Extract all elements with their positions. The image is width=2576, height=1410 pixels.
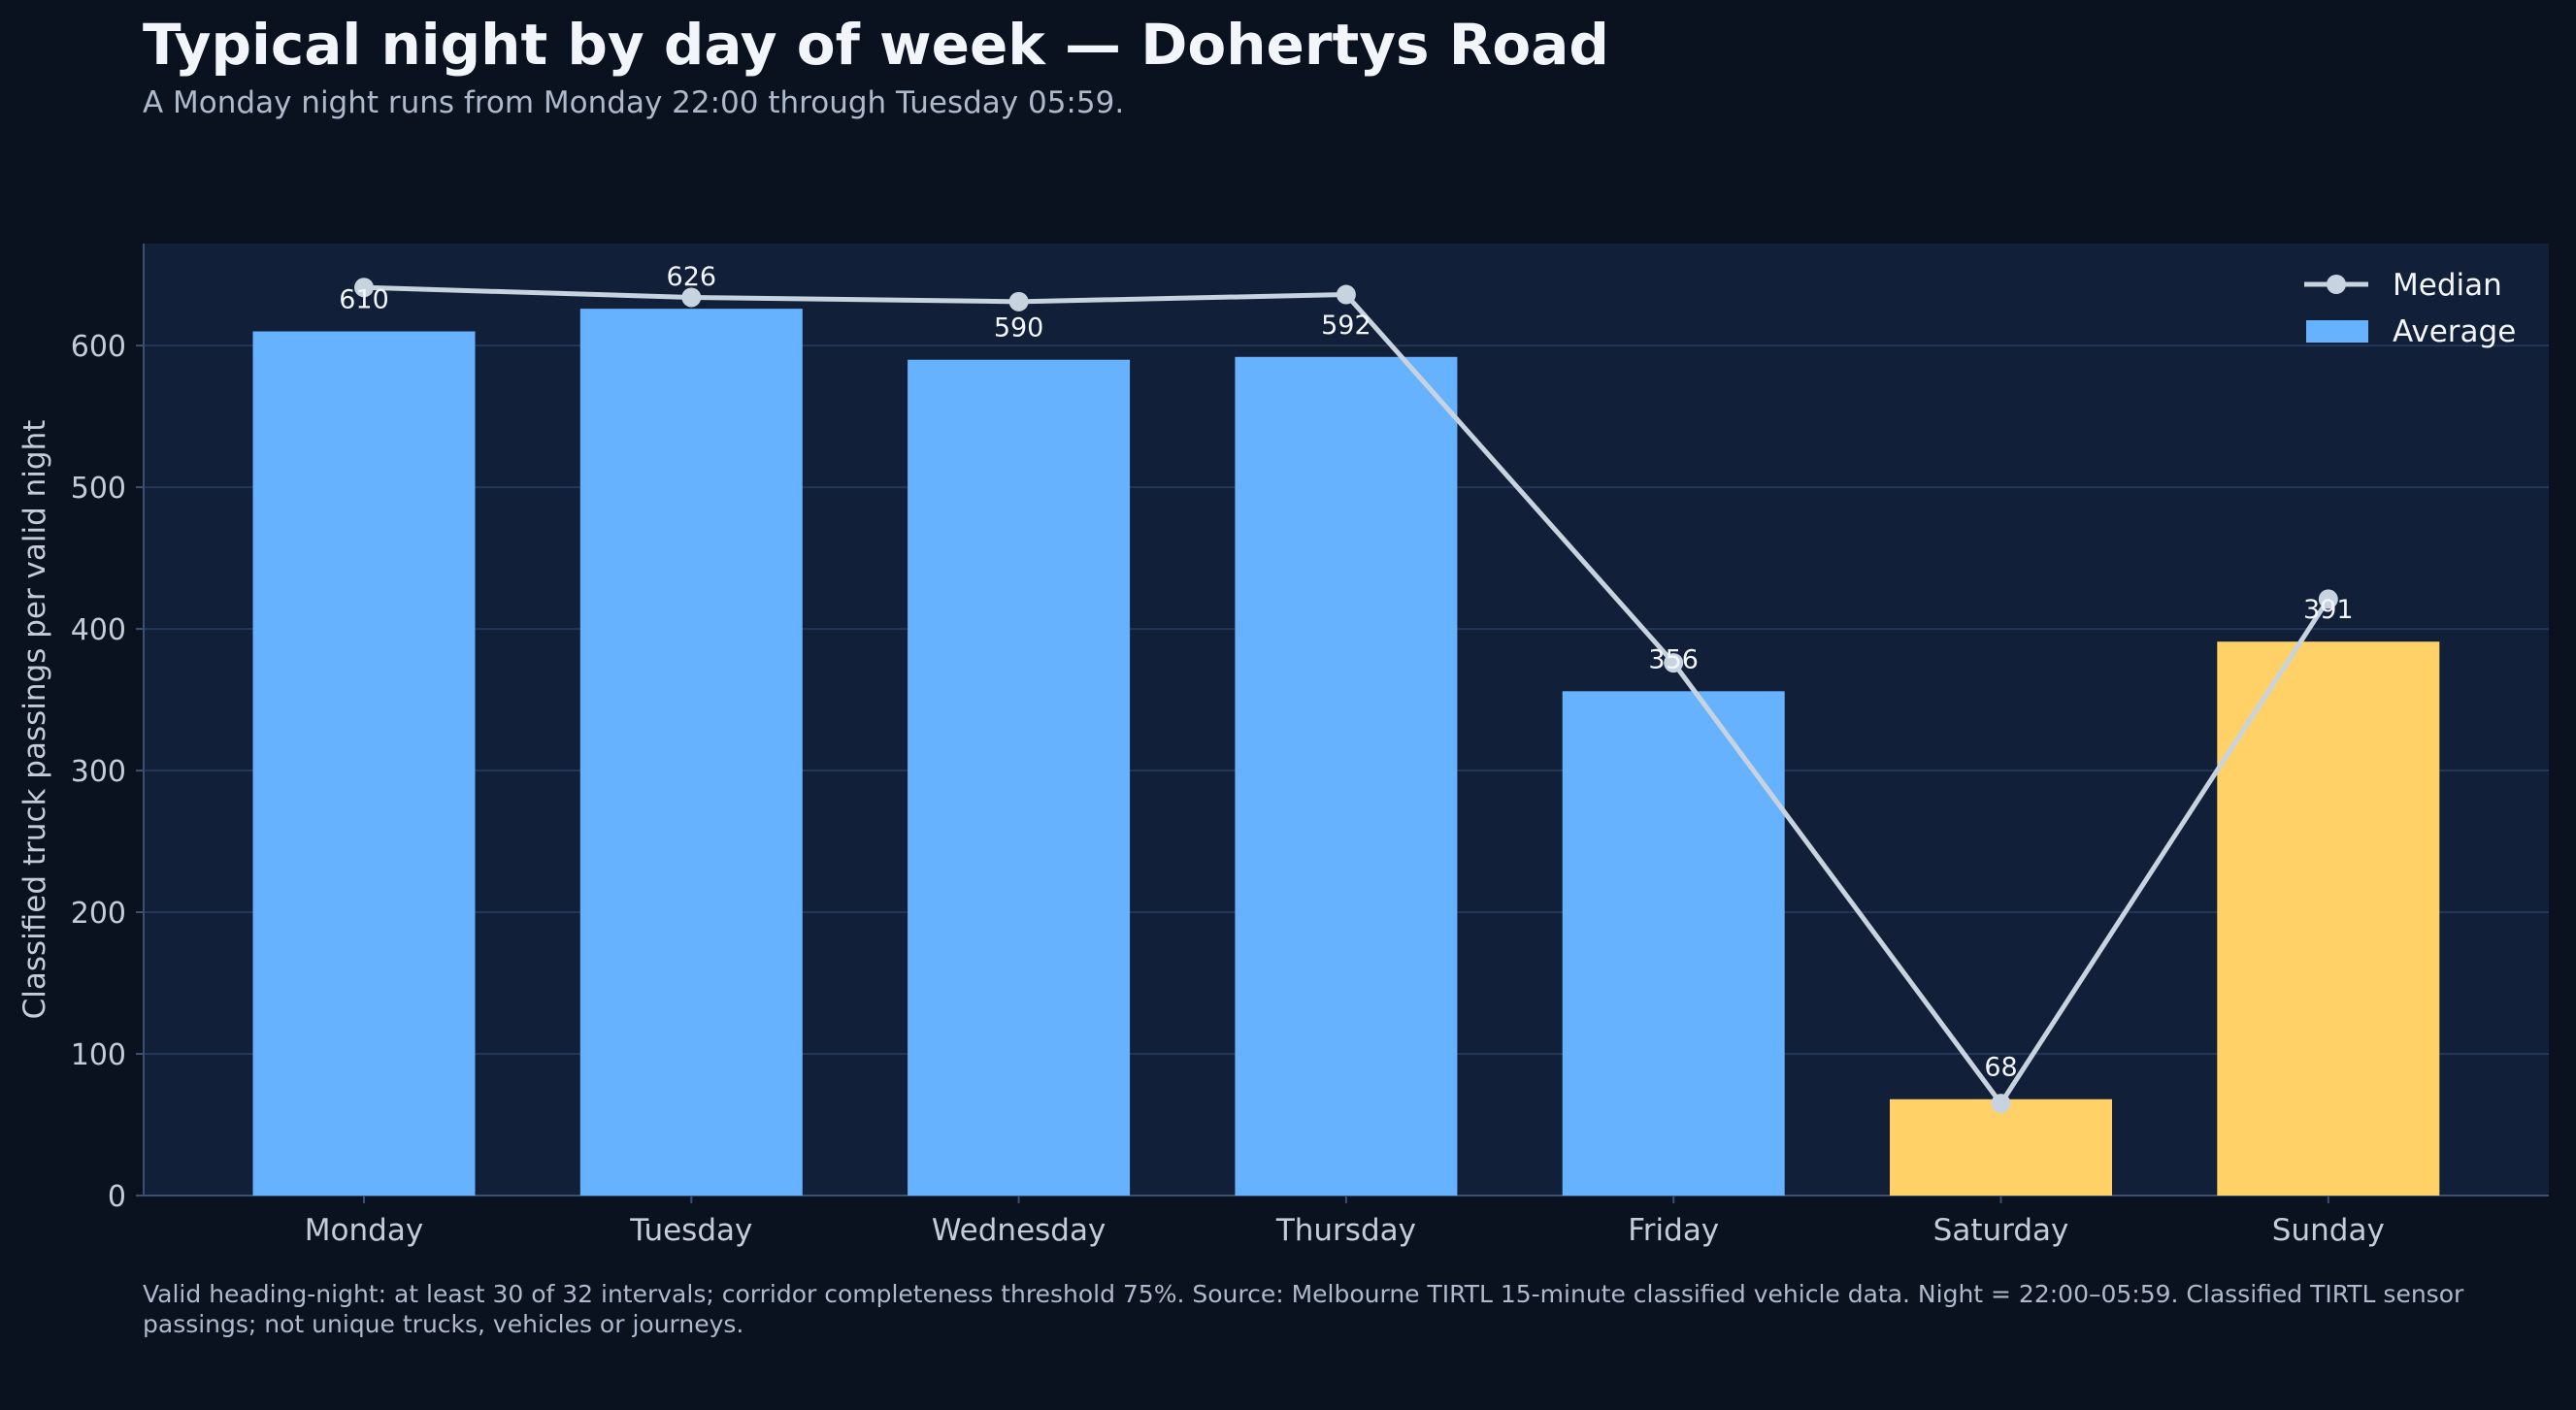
median-point-monday xyxy=(354,278,374,298)
y-axis-label: Classified truck passings per valid nigh… xyxy=(17,420,52,1020)
legend-median-marker xyxy=(2327,275,2346,294)
legend-average-label: Average xyxy=(2393,314,2516,349)
median-point-friday xyxy=(1664,653,1684,673)
x-tick-label-friday: Friday xyxy=(1628,1213,1719,1248)
x-tick-label-thursday: Thursday xyxy=(1275,1213,1416,1248)
legend-median-label: Median xyxy=(2393,268,2502,303)
bar-monday xyxy=(252,331,476,1197)
data-label-monday: 610 xyxy=(339,285,389,315)
chart-subtitle: A Monday night runs from Monday 22:00 th… xyxy=(143,85,1125,120)
x-tick-label-monday: Monday xyxy=(305,1213,423,1248)
data-label-tuesday: 626 xyxy=(667,262,717,292)
x-tick-label-wednesday: Wednesday xyxy=(932,1213,1106,1248)
y-tick-label: 0 xyxy=(108,1180,126,1214)
median-point-wednesday xyxy=(1008,291,1029,312)
bar-line-chart: 0 100 200 300 400 500 600 Classified truck pass… xyxy=(17,244,2549,1248)
median-point-sunday xyxy=(2318,589,2338,609)
bar-sunday xyxy=(2217,641,2440,1196)
data-label-sunday: 391 xyxy=(2303,595,2354,625)
x-tick-label-saturday: Saturday xyxy=(1933,1213,2069,1248)
x-tick-label-tuesday: Tuesday xyxy=(629,1213,752,1248)
y-tick-label: 400 xyxy=(71,613,126,647)
y-tick-label: 300 xyxy=(71,755,126,789)
median-point-thursday xyxy=(1336,284,1356,305)
bar-thursday xyxy=(1235,356,1458,1196)
data-label-thursday: 592 xyxy=(1321,311,1371,341)
bar-tuesday xyxy=(579,309,803,1196)
x-tick-label-sunday: Sunday xyxy=(2272,1213,2385,1248)
chart-footnote: Valid heading-night: at least 30 of 32 i… xyxy=(143,1280,2464,1338)
data-label-friday: 356 xyxy=(1648,644,1699,674)
median-point-saturday xyxy=(1991,1094,2011,1114)
y-tick-label: 500 xyxy=(71,472,126,506)
chart-title: Typical night by day of week — Dohertys … xyxy=(143,12,1609,78)
data-label-saturday: 68 xyxy=(1984,1053,2017,1083)
median-point-tuesday xyxy=(681,287,702,308)
y-tick-label: 100 xyxy=(71,1038,126,1072)
y-tick-label: 200 xyxy=(71,897,126,931)
bar-friday xyxy=(1562,691,1785,1196)
legend-average-swatch xyxy=(2306,320,2368,343)
bar-saturday xyxy=(1890,1098,2112,1196)
data-label-wednesday: 590 xyxy=(994,313,1044,344)
bar-wednesday xyxy=(908,359,1131,1197)
y-tick-label: 600 xyxy=(71,330,126,364)
